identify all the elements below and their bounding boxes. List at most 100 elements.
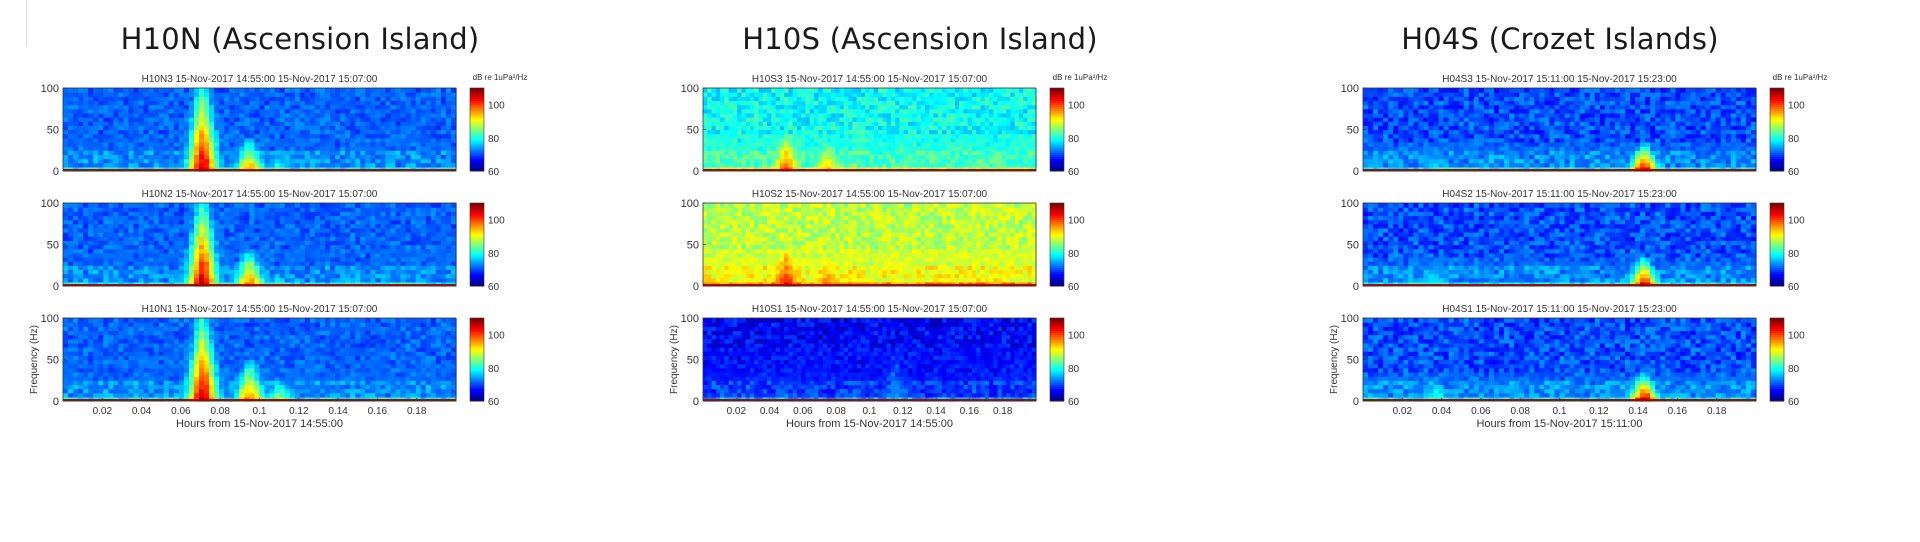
low-frequency-band xyxy=(63,169,456,171)
y-tick-label: 0 xyxy=(1353,281,1359,293)
spectrogram-panel: H10N2 15-Nov-2017 14:55:00 15-Nov-2017 1… xyxy=(41,189,505,293)
panel-title: H10N3 15-Nov-2017 14:55:00 15-Nov-2017 1… xyxy=(142,74,378,85)
colorbar-tick-label: 100 xyxy=(1788,101,1805,112)
y-tick-label: 50 xyxy=(1347,125,1359,137)
x-tick-label: 0.16 xyxy=(960,406,980,417)
heatmap-cells xyxy=(703,88,1037,172)
panel-title: H10S2 15-Nov-2017 14:55:00 15-Nov-2017 1… xyxy=(752,189,988,200)
y-tick-label: 0 xyxy=(1353,166,1359,178)
y-axis-label: Frequency (Hz) xyxy=(29,325,40,394)
y-tick-label: 0 xyxy=(693,281,699,293)
colorbar-frame xyxy=(469,317,485,402)
heatmap-cells xyxy=(63,318,457,402)
colorbar-tick-label: 60 xyxy=(1788,397,1800,408)
group-h10n: H10N (Ascension Island) H10N3 15-Nov-201… xyxy=(0,0,620,542)
heatmap-cells xyxy=(1363,88,1757,172)
x-tick-label: 0.02 xyxy=(727,406,747,417)
heatmap-cells xyxy=(703,203,1037,287)
panel-title: H10S1 15-Nov-2017 14:55:00 15-Nov-2017 1… xyxy=(752,304,988,315)
colorbar-tick-label: 100 xyxy=(1788,331,1805,342)
colorbar-tick-label: 60 xyxy=(1068,167,1080,178)
y-tick-label: 100 xyxy=(41,198,59,210)
low-frequency-band xyxy=(703,169,1036,171)
colorbar-tick-label: 60 xyxy=(1068,282,1080,293)
colorbar xyxy=(1770,203,1784,287)
y-tick-label: 0 xyxy=(53,396,59,408)
colorbar xyxy=(1050,203,1064,287)
colorbar-tick-label: 100 xyxy=(1788,216,1805,227)
colorbar-frame xyxy=(1769,87,1785,172)
x-tick-label: 0.16 xyxy=(1668,406,1688,417)
x-tick-label: 0.14 xyxy=(328,406,348,417)
x-tick-label: 0.18 xyxy=(407,406,427,417)
spectrogram-panel: H10N1 15-Nov-2017 14:55:00 15-Nov-2017 1… xyxy=(29,304,505,430)
spectrogram-panel: H04S3 15-Nov-2017 15:11:00 15-Nov-2017 1… xyxy=(1341,73,1828,178)
colorbar xyxy=(470,318,484,402)
colorbar-frame xyxy=(469,87,485,172)
colorbar-tick-label: 80 xyxy=(1068,364,1080,375)
low-frequency-band xyxy=(1363,284,1756,286)
x-tick-label: 0.04 xyxy=(132,406,152,417)
x-tick-label: 0.12 xyxy=(893,406,913,417)
spectrogram-panel: H10S2 15-Nov-2017 14:55:00 15-Nov-2017 1… xyxy=(681,189,1085,293)
x-tick-label: 0.1 xyxy=(1553,406,1567,417)
colorbar-tick-label: 100 xyxy=(488,101,505,112)
x-tick-label: 0.06 xyxy=(1471,406,1491,417)
y-axis-label: Frequency (Hz) xyxy=(1329,325,1340,394)
y-axis-label: Frequency (Hz) xyxy=(669,325,680,394)
colorbar-frame xyxy=(1769,317,1785,402)
x-tick-label: 0.12 xyxy=(1589,406,1609,417)
colorbar-tick-label: 100 xyxy=(488,216,505,227)
y-tick-label: 50 xyxy=(1347,355,1359,367)
x-tick-label: 0.02 xyxy=(1393,406,1413,417)
x-tick-label: 0.16 xyxy=(368,406,388,417)
x-axis-label: Hours from 15-Nov-2017 14:55:00 xyxy=(786,418,953,430)
heatmap-cells xyxy=(703,318,1037,402)
y-tick-label: 100 xyxy=(41,83,59,95)
spectrogram-panel: H04S2 15-Nov-2017 15:11:00 15-Nov-2017 1… xyxy=(1341,189,1805,293)
x-tick-label: 0.14 xyxy=(1628,406,1648,417)
y-tick-label: 0 xyxy=(693,396,699,408)
colorbar-tick-label: 100 xyxy=(488,331,505,342)
colorbar-tick-label: 60 xyxy=(488,397,500,408)
colorbar xyxy=(1050,88,1064,172)
x-tick-label: 0.02 xyxy=(93,406,113,417)
colorbar-unit: dB re 1uPa²/Hz xyxy=(1053,73,1108,82)
panel-title: H04S3 15-Nov-2017 15:11:00 15-Nov-2017 1… xyxy=(1442,74,1677,85)
colorbar-tick-label: 80 xyxy=(488,134,500,145)
y-tick-label: 100 xyxy=(681,198,699,210)
colorbar xyxy=(1770,88,1784,172)
y-tick-label: 100 xyxy=(681,83,699,95)
x-tick-label: 0.12 xyxy=(289,406,309,417)
y-tick-label: 50 xyxy=(47,125,59,137)
x-tick-label: 0.08 xyxy=(1510,406,1530,417)
group-title: H10N (Ascension Island) xyxy=(120,22,480,56)
colorbar xyxy=(1050,318,1064,402)
colorbar-frame xyxy=(1049,87,1065,172)
colorbar-unit: dB re 1uPa²/Hz xyxy=(473,73,528,82)
colorbar-frame xyxy=(1049,317,1065,402)
colorbar-frame xyxy=(1769,202,1785,287)
x-tick-label: 0.04 xyxy=(1432,406,1452,417)
colorbar-frame xyxy=(1049,202,1065,287)
y-tick-label: 100 xyxy=(1341,313,1359,325)
y-tick-label: 100 xyxy=(41,313,59,325)
spectrogram-panel: H10S3 15-Nov-2017 14:55:00 15-Nov-2017 1… xyxy=(681,73,1108,178)
group-title: H04S (Crozet Islands) xyxy=(1401,22,1719,56)
heatmap-cells xyxy=(1363,318,1757,402)
colorbar-tick-label: 80 xyxy=(1068,134,1080,145)
colorbar-tick-label: 60 xyxy=(1068,397,1080,408)
colorbar xyxy=(1770,318,1784,402)
colorbar xyxy=(470,203,484,287)
x-tick-label: 0.18 xyxy=(1707,406,1727,417)
panel-title: H10N1 15-Nov-2017 14:55:00 15-Nov-2017 1… xyxy=(142,304,378,315)
colorbar-tick-label: 80 xyxy=(1788,134,1800,145)
colorbar-tick-label: 100 xyxy=(1068,101,1085,112)
heatmap-cells xyxy=(63,203,457,287)
x-tick-label: 0.1 xyxy=(863,406,877,417)
colorbar-tick-label: 80 xyxy=(1068,249,1080,260)
spectrogram-panel: H10N3 15-Nov-2017 14:55:00 15-Nov-2017 1… xyxy=(41,73,528,178)
x-tick-label: 0.06 xyxy=(793,406,813,417)
y-tick-label: 0 xyxy=(1353,396,1359,408)
x-tick-label: 0.1 xyxy=(253,406,267,417)
